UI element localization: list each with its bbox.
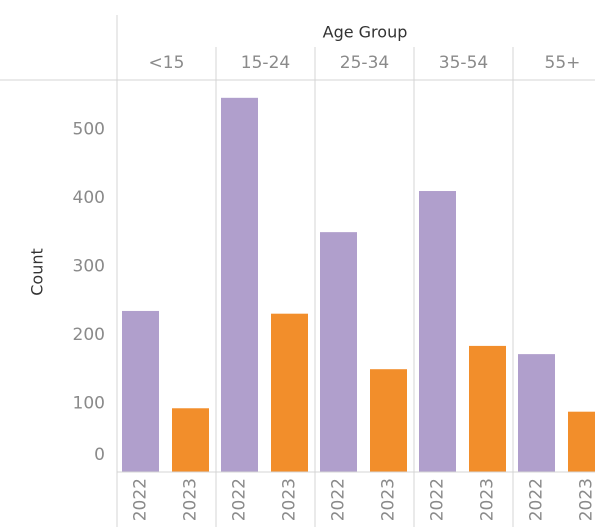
bar	[271, 313, 308, 472]
x-group-label: <15	[149, 53, 185, 73]
x-tick-label: 2023	[280, 478, 300, 521]
y-axis-title: Count	[28, 248, 47, 296]
x-tick-label: 2022	[131, 478, 151, 521]
bar	[568, 411, 595, 472]
x-axis-title: Age Group	[323, 23, 408, 42]
x-group-label: 35-54	[439, 53, 488, 73]
x-tick-label: 2023	[577, 478, 595, 521]
x-group-label: 55+	[545, 53, 581, 73]
y-tick-label: 400	[73, 188, 105, 208]
x-group-label: 15-24	[241, 53, 290, 73]
bar	[370, 369, 407, 472]
x-tick-label: 2023	[478, 478, 498, 521]
bar	[122, 310, 159, 472]
x-tick-label: 2022	[230, 478, 250, 521]
y-tick-label: 0	[94, 445, 105, 465]
bar	[518, 354, 555, 472]
x-group-label: 25-34	[340, 53, 389, 73]
x-tick-label: 2023	[181, 478, 201, 521]
y-tick-label: 100	[73, 393, 105, 413]
y-tick-label: 200	[73, 325, 105, 345]
bar	[172, 408, 209, 472]
y-tick-label: 300	[73, 256, 105, 276]
x-tick-label: 2022	[329, 478, 349, 521]
x-tick-label: 2022	[527, 478, 547, 521]
bar	[419, 191, 456, 472]
y-tick-label: 500	[73, 119, 105, 139]
bar	[221, 97, 258, 473]
x-tick-label: 2023	[379, 478, 399, 521]
bar	[469, 345, 506, 472]
x-tick-label: 2022	[428, 478, 448, 521]
bar	[320, 232, 357, 472]
